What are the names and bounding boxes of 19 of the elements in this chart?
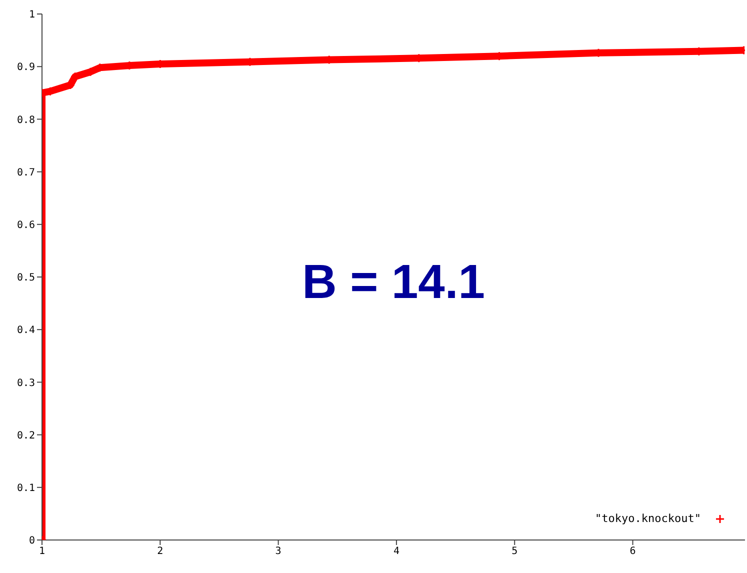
x-tick-label: 3	[275, 546, 282, 558]
x-tick-label: 4	[393, 546, 400, 558]
y-tick-label: 0.2	[16, 430, 35, 442]
x-tick-label: 1	[38, 546, 46, 558]
x-tick-label: 5	[512, 546, 518, 558]
y-tick-label: 0.1	[16, 482, 35, 494]
y-tick-label: 0.4	[16, 325, 35, 336]
y-tick-label: 0.7	[16, 167, 35, 178]
legend-label: "tokyo.knockout"	[595, 512, 701, 525]
x-tick-label: 6	[630, 546, 636, 558]
y-tick-label: 0.3	[16, 378, 35, 389]
y-tick-label: 0.9	[16, 62, 35, 74]
y-tick-label: 0.6	[16, 220, 35, 231]
y-tick-label: 0.8	[16, 114, 35, 126]
y-tick-label: 0	[28, 536, 35, 547]
annotation: B = 14.1	[301, 255, 486, 310]
y-tick-label: 1	[28, 10, 35, 21]
x-tick-label: 2	[157, 546, 164, 558]
y-tick-label: 0.5	[16, 272, 35, 284]
